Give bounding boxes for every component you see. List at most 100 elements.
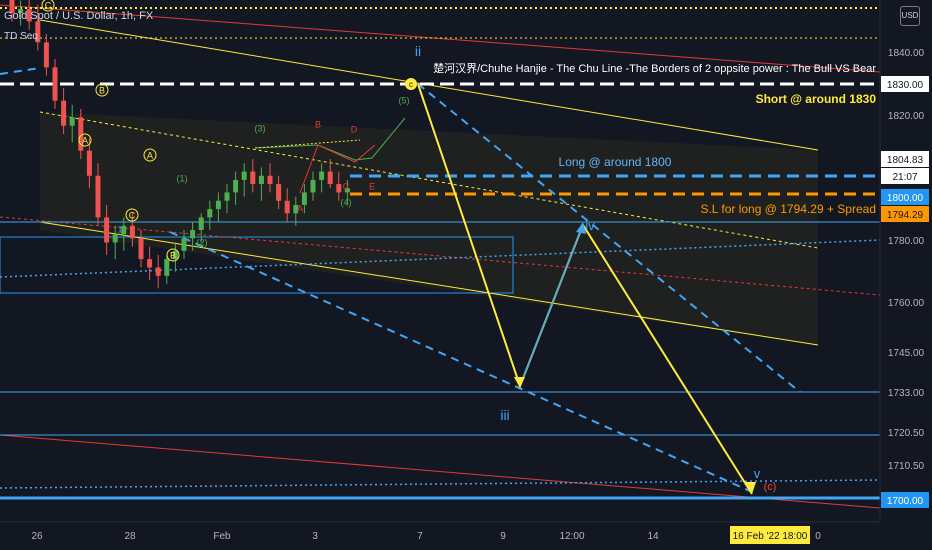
candle-body: [207, 209, 213, 218]
x-tick-label: 26: [31, 531, 43, 542]
x-tick-label: 3: [312, 531, 318, 542]
price-badge: [881, 206, 929, 222]
candle-body: [310, 179, 316, 193]
chart-annotation[interactable]: 楚河汉界/Chuhe Hanjie - The Chu Line -The Bo…: [433, 61, 876, 75]
channel-zone: [40, 112, 818, 345]
x-tick-label: Feb: [213, 531, 231, 542]
candle-body: [43, 42, 49, 68]
arrow-head-iii: [514, 377, 525, 388]
wave-label: (2): [197, 238, 208, 248]
price-badge-label: 1700.00: [887, 496, 924, 507]
candle-body: [258, 175, 264, 185]
candle-body: [155, 267, 161, 276]
price-badge: [881, 492, 929, 508]
blue-dotted-trend: [0, 239, 881, 278]
y-tick-label: 1745.00: [888, 348, 925, 359]
indicator-label[interactable]: TD Seq: [4, 31, 38, 42]
price-badge-label: 1830.00: [887, 80, 924, 91]
chart-annotation[interactable]: S.L for long @ 1794.29 + Spread: [700, 202, 876, 216]
wave-label: A: [297, 204, 303, 214]
chart-annotation[interactable]: iii: [500, 407, 509, 423]
candle-body: [250, 171, 256, 185]
wave-label: B: [99, 86, 105, 96]
price-badge-label: 21:07: [892, 172, 917, 183]
candle-body: [284, 200, 290, 214]
candle-body: [319, 171, 325, 180]
candle-body: [138, 238, 144, 260]
arrow-head-iv: [576, 222, 586, 234]
x-tick-label: 0: [815, 531, 821, 542]
wave-label-circle: [166, 248, 180, 262]
wave-label-circle: [143, 148, 157, 162]
chart-annotation[interactable]: iv: [585, 218, 595, 233]
y-tick-label: 1733.00: [888, 388, 925, 399]
wave-c-marker: [405, 78, 417, 90]
wave-label: C: [343, 182, 350, 192]
price-badge-label: 1804.83: [887, 155, 924, 166]
blue-dotted-lower: [0, 479, 881, 489]
candle-body: [26, 8, 32, 22]
candle-body: [344, 188, 350, 193]
chart-annotation[interactable]: v: [754, 466, 761, 481]
time-cursor-badge: [730, 526, 810, 544]
candle-body: [9, 0, 15, 14]
wave-label: (4): [341, 198, 352, 208]
chart-annotation[interactable]: Short @ around 1830: [756, 92, 877, 106]
candle-body: [172, 250, 178, 260]
wave-label-circle: [78, 133, 92, 147]
candle-body: [129, 225, 135, 239]
y-tick-label: 1710.50: [888, 461, 925, 472]
x-tick-label: 7: [417, 531, 423, 542]
wave-label: B: [315, 120, 321, 130]
support-red-line: [0, 434, 881, 509]
wave-c-marker-label: c: [409, 80, 413, 89]
candle-body: [121, 225, 127, 235]
pattern-yellow-dotted: [254, 139, 361, 149]
x-tick-label: 14: [647, 531, 659, 542]
candle-body: [112, 234, 118, 243]
candle-body: [164, 259, 170, 276]
candle-body: [301, 192, 307, 205]
wave-label: 1: [117, 225, 122, 235]
candle-body: [241, 171, 247, 180]
x-tick-label: 9: [500, 531, 506, 542]
price-badge: [881, 76, 929, 92]
candle-body: [224, 192, 230, 201]
candle-body: [147, 259, 153, 268]
wave-label: (1): [177, 174, 188, 184]
currency-button[interactable]: USD: [900, 6, 920, 26]
candle-body: [336, 184, 342, 193]
wave-label: D: [351, 125, 358, 135]
support-box: [0, 236, 514, 294]
y-tick-label: 1760.00: [888, 298, 925, 309]
candle-body: [69, 117, 75, 126]
channel-lower-line: [39, 221, 819, 346]
symbol-title: Gold Spot / U.S. Dollar, 1h, FX: [4, 10, 154, 22]
candle-body: [61, 100, 67, 126]
wave-label: C: [129, 211, 136, 221]
candle-body: [293, 204, 299, 214]
y-tick-label: 1840.00: [888, 48, 925, 59]
wave-label: B: [170, 251, 176, 261]
blue-dashed-left: [0, 67, 41, 75]
candle-body: [327, 171, 333, 185]
projection-iv-leg: [519, 224, 584, 387]
wave-label: E: [369, 182, 375, 192]
candle-body: [95, 175, 101, 218]
x-tick-label: 28: [124, 531, 136, 542]
pattern-green-line: [254, 117, 406, 161]
wave-label: (5): [399, 96, 410, 106]
chart-annotation[interactable]: (c): [764, 481, 777, 493]
wave-label: A: [82, 136, 88, 146]
pattern-red-line: [299, 144, 376, 194]
x-tick-label: 12:00: [559, 531, 584, 542]
wave-label-circle: [125, 208, 139, 222]
candle-body: [86, 150, 92, 176]
candle-body: [35, 21, 41, 43]
chart-annotation[interactable]: Long @ around 1800: [559, 155, 672, 169]
y-tick-label: 1720.50: [888, 428, 925, 439]
candle-body: [104, 217, 110, 243]
chart-annotation[interactable]: ii: [415, 43, 421, 59]
